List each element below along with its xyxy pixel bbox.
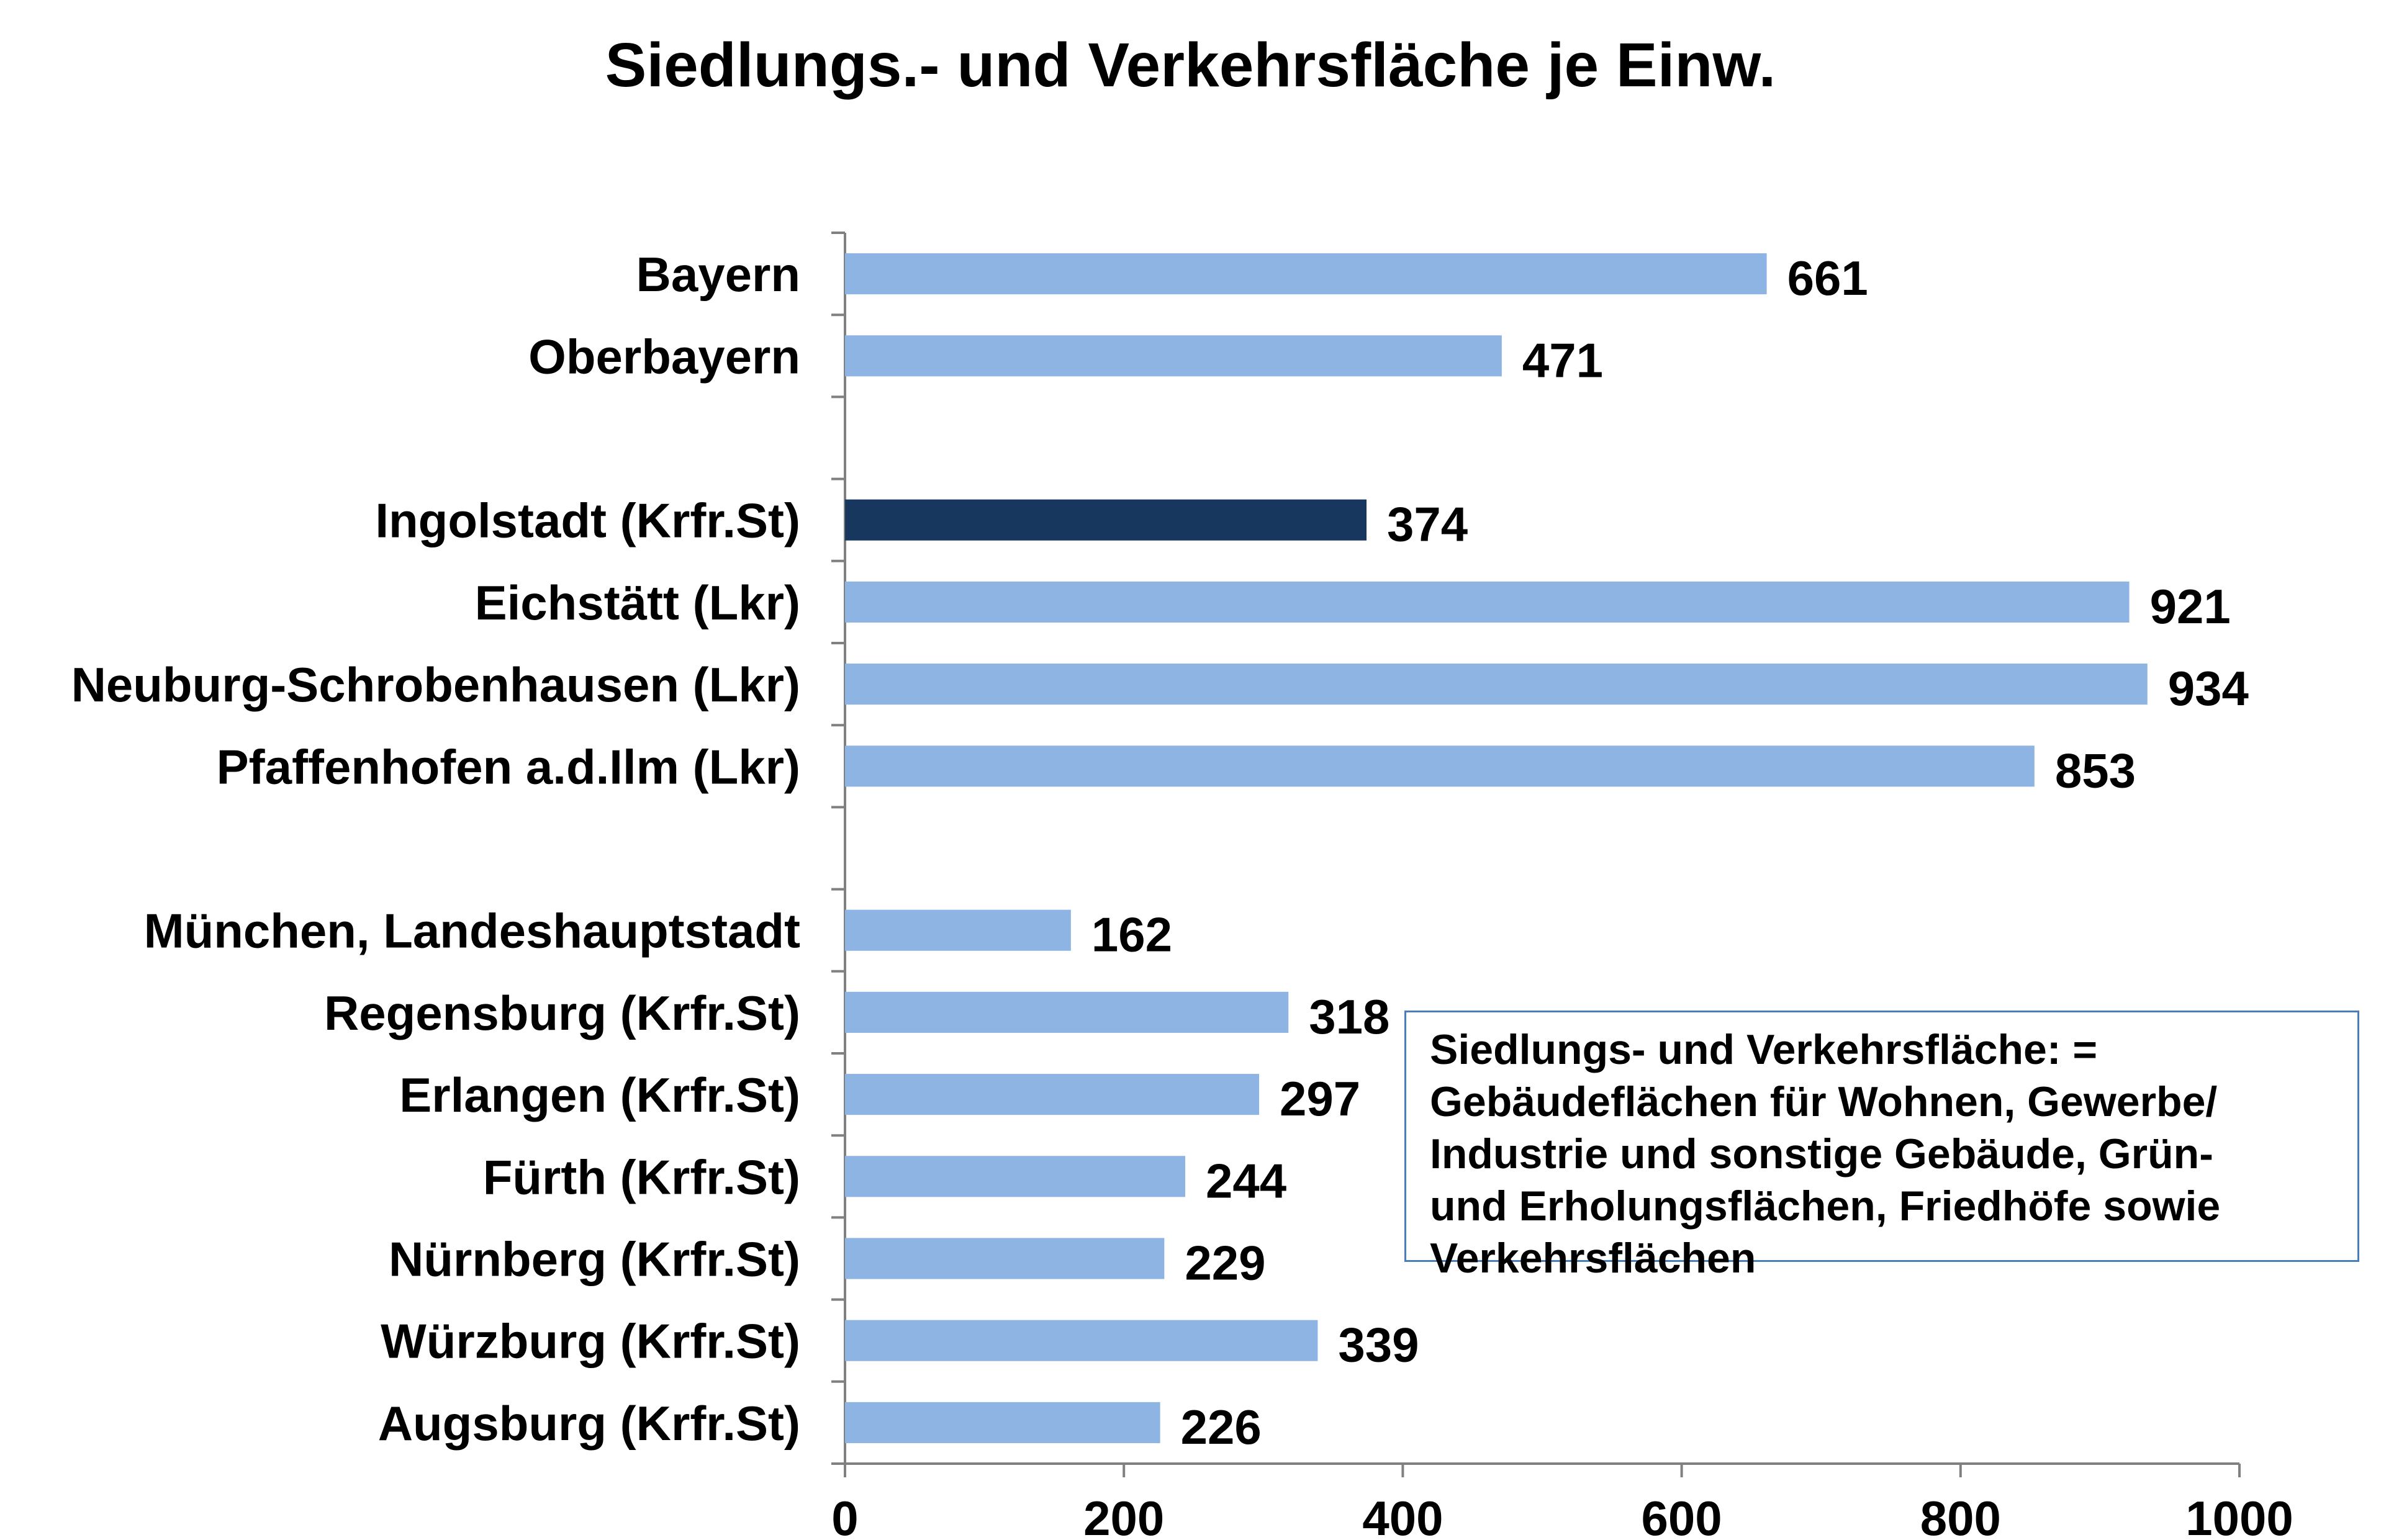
bar bbox=[845, 1238, 1165, 1279]
bar bbox=[845, 1320, 1318, 1361]
data-label: 921 bbox=[2150, 579, 2231, 634]
category-label: Würzburg (Krfr.St) bbox=[381, 1314, 800, 1369]
x-tick-label: 1000 bbox=[2185, 1491, 2293, 1540]
bar bbox=[845, 253, 1767, 295]
x-tick-label: 600 bbox=[1642, 1491, 1722, 1540]
category-label: München, Landeshauptstadt bbox=[144, 904, 800, 958]
category-label: Ingolstadt (Krfr.St) bbox=[375, 493, 800, 548]
data-label: 229 bbox=[1185, 1236, 1265, 1290]
bar bbox=[845, 1074, 1260, 1115]
category-label: Eichstätt (Lkr) bbox=[475, 575, 800, 630]
bar bbox=[845, 499, 1367, 541]
bar bbox=[845, 909, 1071, 951]
category-label: Neuburg-Schrobenhausen (Lkr) bbox=[71, 657, 800, 712]
bar bbox=[845, 991, 1289, 1033]
data-label: 374 bbox=[1387, 497, 1468, 552]
category-label: Erlangen (Krfr.St) bbox=[399, 1068, 800, 1122]
data-label: 226 bbox=[1181, 1400, 1262, 1454]
chart-title: Siedlungs.- und Verkehrsfläche je Einw. bbox=[605, 30, 1776, 100]
bar bbox=[845, 1156, 1186, 1197]
bar bbox=[845, 335, 1502, 377]
data-label: 244 bbox=[1206, 1153, 1286, 1208]
data-label: 661 bbox=[1787, 251, 1868, 305]
definition-note: Siedlungs- und Verkehrsfläche: = Gebäude… bbox=[1404, 1011, 2359, 1282]
category-label: Nürnberg (Krfr.St) bbox=[389, 1232, 800, 1287]
category-label: Bayern bbox=[636, 247, 800, 302]
x-tick-label: 800 bbox=[1920, 1491, 2001, 1540]
category-label: Oberbayern bbox=[528, 329, 800, 384]
data-label: 934 bbox=[2168, 661, 2249, 716]
x-tick-label: 400 bbox=[1362, 1491, 1443, 1540]
category-label: Regensburg (Krfr.St) bbox=[324, 986, 800, 1040]
data-label: 853 bbox=[2055, 743, 2136, 798]
category-label: Fürth (Krfr.St) bbox=[483, 1150, 800, 1204]
bar bbox=[845, 664, 2148, 705]
data-label: 297 bbox=[1280, 1071, 1360, 1126]
bar bbox=[845, 581, 2130, 623]
x-tick-label: 200 bbox=[1083, 1491, 1164, 1540]
data-label: 471 bbox=[1522, 333, 1603, 387]
data-label: 162 bbox=[1091, 907, 1172, 962]
category-label: Pfaffenhofen a.d.Ilm (Lkr) bbox=[217, 739, 800, 794]
bar bbox=[845, 1402, 1160, 1443]
data-label: 318 bbox=[1309, 989, 1389, 1044]
bar bbox=[845, 745, 2035, 787]
category-label: Augsburg (Krfr.St) bbox=[378, 1396, 800, 1451]
data-label: 339 bbox=[1338, 1318, 1419, 1372]
x-tick-label: 0 bbox=[831, 1491, 858, 1540]
